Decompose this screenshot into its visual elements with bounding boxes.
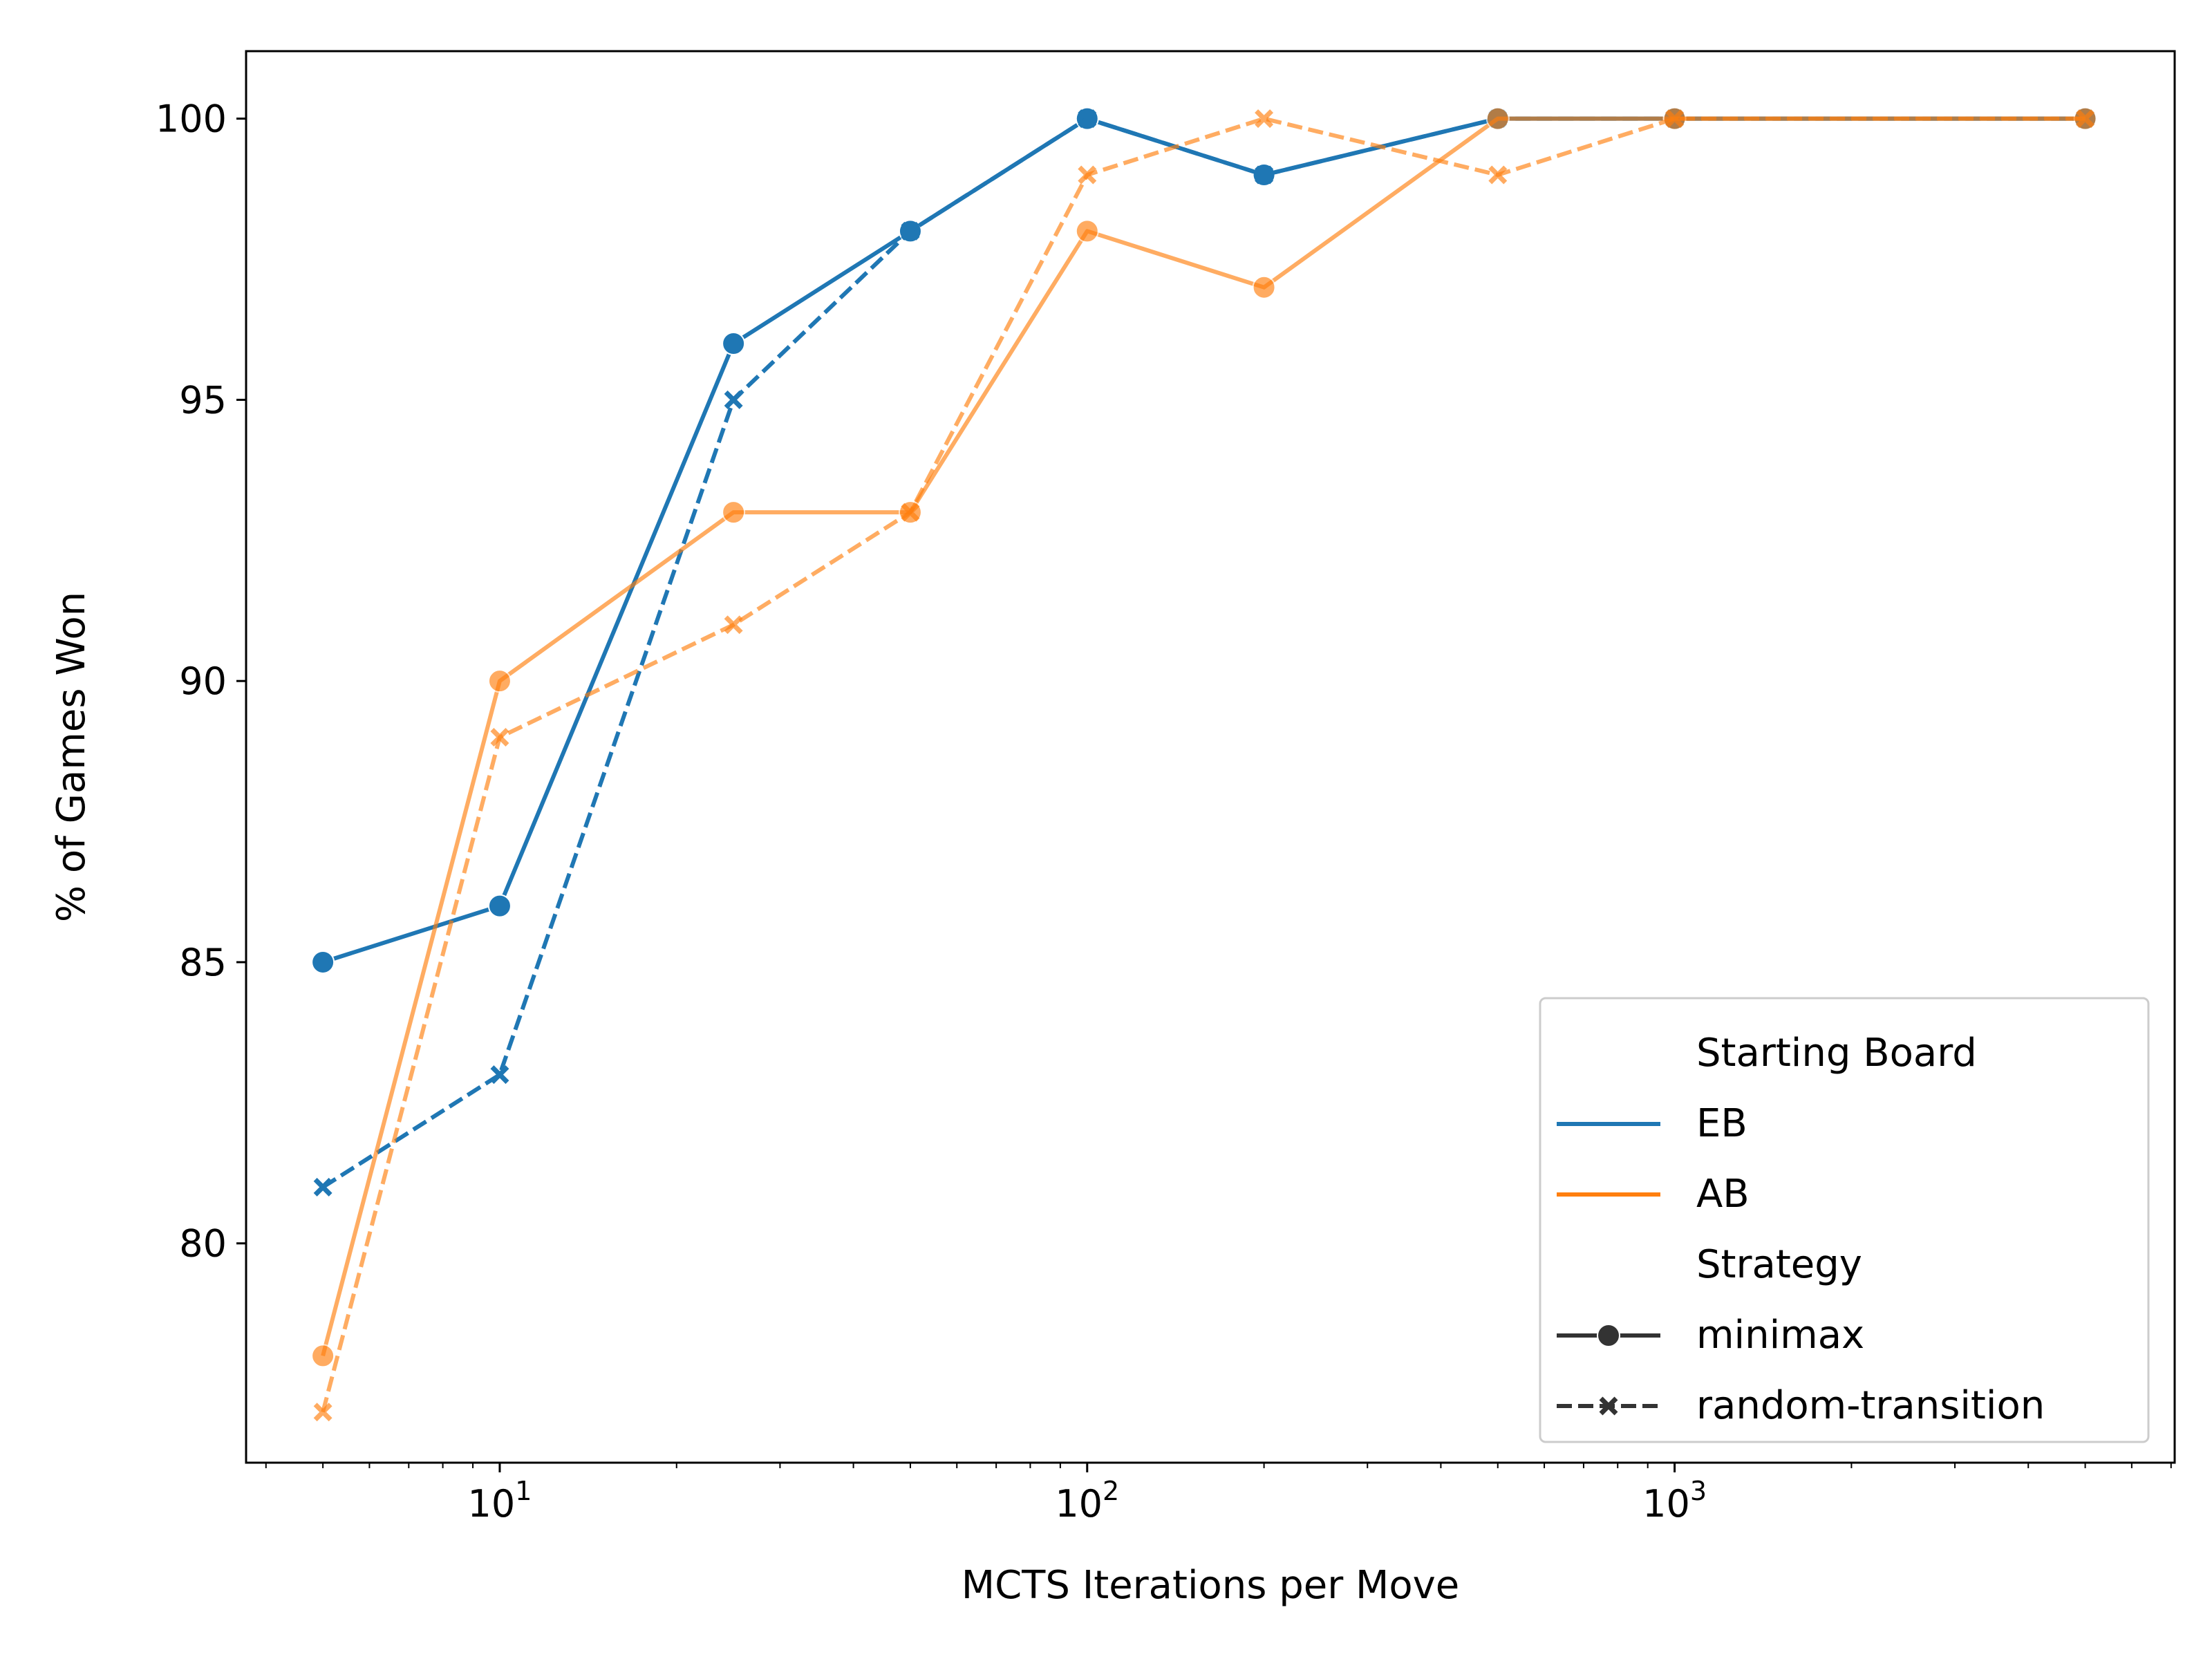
data-point	[311, 1344, 335, 1368]
y-axis-label: % of Games Won	[49, 592, 94, 922]
x-tick-label: 101	[467, 1476, 532, 1526]
legend-label: Starting Board	[1696, 1031, 1977, 1076]
data-point	[313, 1403, 332, 1422]
data-point	[313, 1177, 332, 1197]
y-tick-label: 100	[156, 97, 227, 141]
legend-box	[1539, 997, 2150, 1443]
legend-marker-minimax	[1597, 1324, 1620, 1347]
data-point	[1078, 109, 1097, 129]
legend-label: minimax	[1696, 1313, 1864, 1358]
legend-label: Strategy	[1696, 1242, 1862, 1287]
y-tick-label: 95	[179, 378, 227, 422]
data-point	[1075, 219, 1099, 243]
data-point	[722, 500, 746, 525]
data-point	[724, 390, 743, 409]
x-tick-label: 102	[1055, 1476, 1119, 1526]
y-tick-label: 90	[179, 659, 227, 703]
legend: Starting Board EB AB Strategy minimax random-…	[1539, 997, 2150, 1443]
data-point	[1485, 106, 1510, 131]
data-point	[1255, 109, 1274, 129]
legend-marker-random-transition	[1599, 1396, 1618, 1416]
x-tick-exponent: 1	[515, 1476, 532, 1506]
series-line	[322, 116, 2086, 964]
data-point	[490, 728, 509, 747]
data-point	[311, 950, 335, 974]
data-point	[1488, 165, 1508, 185]
y-tick-label: 85	[179, 941, 227, 984]
data-point	[490, 1065, 509, 1085]
x-tick-exponent: 2	[1103, 1476, 1119, 1506]
data-point	[2076, 109, 2095, 129]
x-tick-exponent: 3	[1690, 1476, 1707, 1506]
x-axis-label: MCTS Iterations per Move	[962, 1563, 1459, 1608]
x-tick-base: 10	[1055, 1482, 1103, 1526]
plot-frame	[245, 50, 2176, 1464]
series-AB-random-transition	[313, 109, 2095, 1422]
data-point	[487, 669, 512, 693]
x-tick-label: 103	[1642, 1476, 1707, 1526]
legend-label: EB	[1696, 1101, 1747, 1146]
data-point	[724, 615, 743, 635]
data-point	[487, 894, 512, 918]
data-point	[901, 221, 920, 241]
x-tick-base: 10	[467, 1482, 515, 1526]
data-point	[722, 332, 746, 356]
data-point	[1078, 165, 1097, 185]
data-point	[1255, 165, 1274, 185]
legend-label: AB	[1696, 1172, 1750, 1217]
series-layer	[311, 106, 2097, 1422]
legend-label: random-transition	[1696, 1383, 2045, 1428]
y-tick-label: 80	[179, 1222, 227, 1266]
data-point	[901, 503, 920, 522]
data-point	[1252, 275, 1276, 299]
x-tick-base: 10	[1642, 1482, 1690, 1526]
data-point	[1665, 109, 1685, 129]
